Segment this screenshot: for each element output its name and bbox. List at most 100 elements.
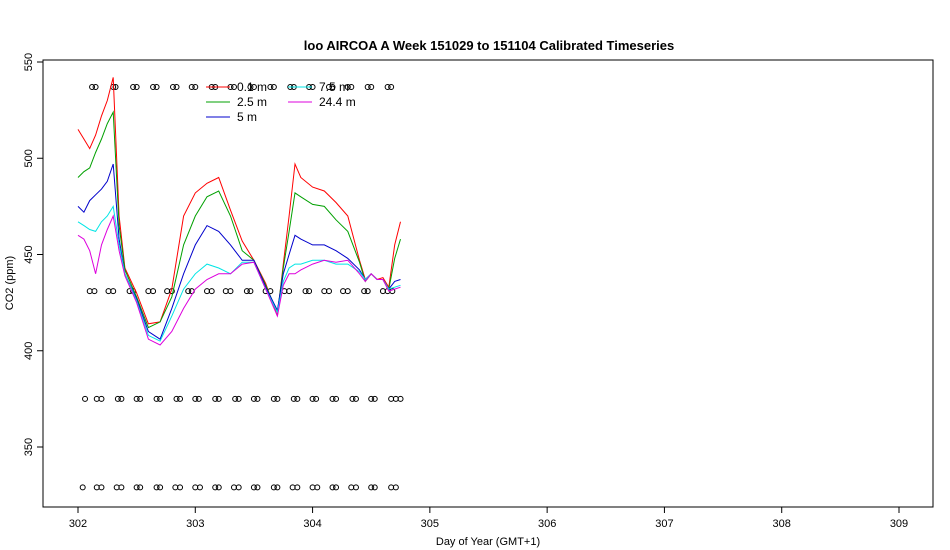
flag-point — [294, 395, 301, 402]
flag-point — [133, 84, 140, 91]
x-tick-label: 304 — [303, 518, 321, 530]
flag-point — [254, 395, 261, 402]
series-line-7-5-m — [77, 204, 401, 342]
flag-point — [133, 395, 140, 402]
flag-point — [267, 84, 274, 91]
flag-point — [118, 484, 125, 491]
legend: 0.1 m2.5 m5 m 7.5 m24.4 m — [206, 80, 356, 124]
x-tick-label: 306 — [538, 518, 556, 530]
x-axis-label: Day of Year (GMT+1) — [436, 536, 540, 548]
x-tick-label: 302 — [69, 518, 87, 530]
flag-point — [192, 84, 199, 91]
flag-point — [286, 288, 293, 295]
y-tick-label: 500 — [23, 149, 35, 167]
series-line-5-m — [77, 163, 401, 340]
x-tick-label: 303 — [186, 518, 204, 530]
flag-point — [344, 288, 351, 295]
flag-point — [232, 395, 239, 402]
flag-point — [352, 484, 359, 491]
flag-point — [384, 84, 391, 91]
flag-point — [333, 484, 340, 491]
flag-point — [313, 395, 320, 402]
flag-point — [352, 395, 359, 402]
flag-point — [349, 395, 356, 402]
flag-point — [157, 395, 164, 402]
flag-point — [254, 484, 261, 491]
flag-point — [98, 484, 105, 491]
y-tick-label: 450 — [23, 245, 35, 263]
flag-point — [173, 84, 180, 91]
flag-point — [250, 84, 257, 91]
flag-point — [153, 395, 160, 402]
series-line-0-1-m — [77, 77, 401, 325]
flag-point — [92, 84, 99, 91]
x-tick-label: 309 — [890, 518, 908, 530]
flag-points — [79, 84, 404, 491]
flag-point — [247, 84, 254, 91]
series-line-24-4-m — [77, 214, 401, 346]
flag-point — [368, 395, 375, 402]
flag-point — [230, 84, 237, 91]
series-lines — [77, 77, 401, 346]
flag-point — [89, 84, 96, 91]
flag-point — [82, 395, 89, 402]
flag-point — [247, 288, 254, 295]
legend-label: 0.1 m — [237, 80, 267, 94]
flag-point — [397, 395, 404, 402]
flag-point — [196, 484, 203, 491]
flag-point — [235, 484, 242, 491]
flag-point — [290, 395, 297, 402]
flag-point — [368, 484, 375, 491]
flag-point — [170, 84, 177, 91]
flag-point — [329, 84, 336, 91]
flag-point — [177, 484, 184, 491]
flag-point — [188, 84, 195, 91]
flag-point — [364, 288, 371, 295]
flag-point — [274, 484, 281, 491]
flag-point — [364, 84, 371, 91]
flag-point — [348, 84, 355, 91]
y-tick-label: 400 — [23, 342, 35, 360]
flag-point — [333, 395, 340, 402]
flag-point — [325, 288, 332, 295]
flag-point — [173, 395, 180, 402]
chart-title: loo AIRCOA A Week 151029 to 151104 Calib… — [304, 38, 674, 53]
flag-point — [137, 395, 144, 402]
flag-point — [306, 288, 313, 295]
flag-point — [150, 288, 157, 295]
legend-label: 5 m — [237, 110, 257, 124]
flag-point — [270, 395, 277, 402]
flag-point — [195, 395, 202, 402]
flag-point — [212, 484, 219, 491]
flag-point — [150, 84, 157, 91]
y-axis-label: CO2 (ppm) — [4, 256, 16, 310]
plot-frame — [42, 59, 934, 508]
flag-point — [133, 484, 140, 491]
x-axis: 302 303 304 305 306 307 308 309 — [69, 506, 908, 530]
legend-label: 24.4 m — [319, 95, 356, 109]
flag-point — [250, 484, 257, 491]
flag-point — [192, 395, 199, 402]
flag-point — [130, 84, 137, 91]
flag-point — [153, 84, 160, 91]
flag-point — [118, 395, 125, 402]
flag-point — [325, 84, 332, 91]
flag-point — [114, 395, 121, 402]
legend-label: 2.5 m — [237, 95, 267, 109]
flag-point — [227, 288, 234, 295]
flag-point — [243, 288, 250, 295]
flag-point — [112, 84, 119, 91]
flag-point — [270, 84, 277, 91]
x-tick-label: 307 — [655, 518, 673, 530]
flag-point — [98, 395, 105, 402]
flag-point — [270, 484, 277, 491]
flag-point — [91, 288, 98, 295]
flag-point — [250, 395, 257, 402]
flag-point — [388, 84, 395, 91]
flag-point — [314, 484, 321, 491]
flag-point — [274, 395, 281, 402]
flag-point — [208, 288, 215, 295]
y-tick-label: 350 — [23, 438, 35, 456]
x-tick-label: 305 — [421, 518, 439, 530]
